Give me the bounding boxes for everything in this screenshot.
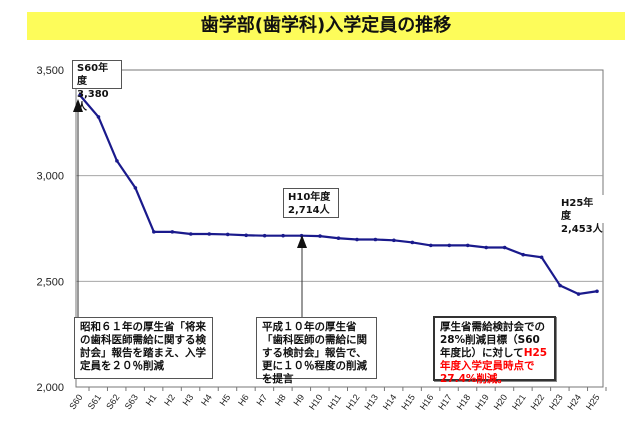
arrowhead-s61	[73, 99, 83, 112]
s60-year: S60年度	[77, 63, 109, 87]
data-point	[484, 245, 489, 250]
x-tick-label: S61	[86, 392, 103, 411]
s60-value: 3,380人	[77, 89, 109, 113]
x-tick-label: H20	[492, 392, 510, 411]
h10-value: 2,714人	[288, 205, 330, 216]
x-tick-label: H7	[254, 392, 269, 407]
note-h25-highlight: H25年度入学定員時点で27.4%削減。	[440, 347, 548, 385]
data-point	[355, 237, 359, 242]
h10-year: H10年度	[288, 192, 331, 203]
data-point	[336, 236, 341, 241]
x-tick-label: H19	[473, 392, 491, 411]
data-point	[96, 115, 101, 119]
data-point	[373, 237, 378, 242]
data-point	[115, 159, 119, 163]
x-tick-label: S62	[104, 392, 121, 411]
x-tick-label: H6	[236, 392, 251, 407]
data-point	[281, 233, 285, 238]
data-point	[410, 240, 415, 245]
data-point	[447, 243, 452, 248]
y-tick-label: 3,000	[36, 171, 64, 183]
x-tick-label: H9	[291, 392, 306, 407]
data-point	[207, 232, 212, 236]
data-point	[558, 283, 562, 288]
x-tick-label: H14	[381, 392, 399, 411]
x-tick-label: H22	[529, 392, 547, 411]
x-tick-label: H5	[218, 392, 233, 407]
x-tick-label: H11	[326, 392, 343, 411]
y-tick-label: 2,500	[36, 276, 64, 288]
h25-year: H25年度	[561, 198, 594, 222]
x-tick-label: H24	[566, 392, 584, 411]
x-tick-label: H4	[199, 392, 214, 407]
x-tick-label: H13	[362, 392, 380, 411]
x-tick-label: H17	[436, 392, 454, 411]
data-point	[465, 243, 470, 248]
x-tick-label: S60	[67, 392, 84, 411]
x-tick-label: H2	[162, 392, 177, 407]
x-tick-label: H1	[144, 392, 159, 407]
x-tick-label: H23	[547, 392, 565, 411]
x-tick-label: H21	[510, 392, 528, 411]
data-point	[225, 232, 230, 237]
x-tick-label: H18	[455, 392, 473, 411]
data-point	[539, 255, 544, 260]
x-tick-label: H15	[399, 392, 417, 411]
data-point	[392, 238, 396, 243]
data-point	[262, 233, 267, 238]
data-point	[244, 233, 248, 238]
data-point	[152, 230, 156, 234]
chart-title: 歯学部(歯学科)入学定員の推移	[27, 12, 625, 40]
data-point	[502, 245, 507, 250]
y-tick-label: 2,000	[36, 382, 64, 394]
data-point	[576, 292, 581, 296]
x-tick-label: S63	[123, 392, 140, 411]
data-point	[595, 289, 599, 294]
note-h25: 厚生省需給検討会での28%削減目標（S60年度比）に対してH25年度入学定員時点…	[433, 316, 556, 385]
data-point	[188, 232, 193, 236]
x-tick-label: H8	[273, 392, 288, 407]
x-tick-label: H10	[307, 392, 325, 411]
h10-label: H10年度 2,714人	[283, 188, 339, 218]
h25-label: H25年度 2,453人	[556, 195, 608, 235]
data-point	[133, 186, 138, 190]
x-tick-label: H16	[418, 392, 436, 411]
x-tick-label: H25	[584, 392, 602, 411]
note-h10: 平成１０年の厚生省「歯科医師の需給に関する検討会」報告で、更に１０％程度の削減を…	[256, 317, 377, 385]
x-tick-label: H12	[344, 392, 362, 411]
arrowhead-h10	[297, 235, 307, 248]
h25-value: 2,453人	[561, 224, 603, 235]
x-tick-label: H3	[181, 392, 196, 407]
data-point	[318, 234, 322, 238]
note-s61: 昭和６１年の厚生省「将来の歯科医師需給に関する検討会」報告を踏まえ、入学定員を２…	[74, 317, 213, 379]
note-h25-text: 厚生省需給検討会での28%削減目標（S60年度比）に対して	[440, 321, 545, 359]
data-point	[170, 230, 175, 234]
y-tick-label: 3,500	[36, 65, 64, 77]
s60-label: S60年度 3,380人	[72, 60, 122, 113]
data-point	[521, 252, 525, 257]
data-point	[429, 243, 433, 248]
data-point	[78, 93, 82, 98]
